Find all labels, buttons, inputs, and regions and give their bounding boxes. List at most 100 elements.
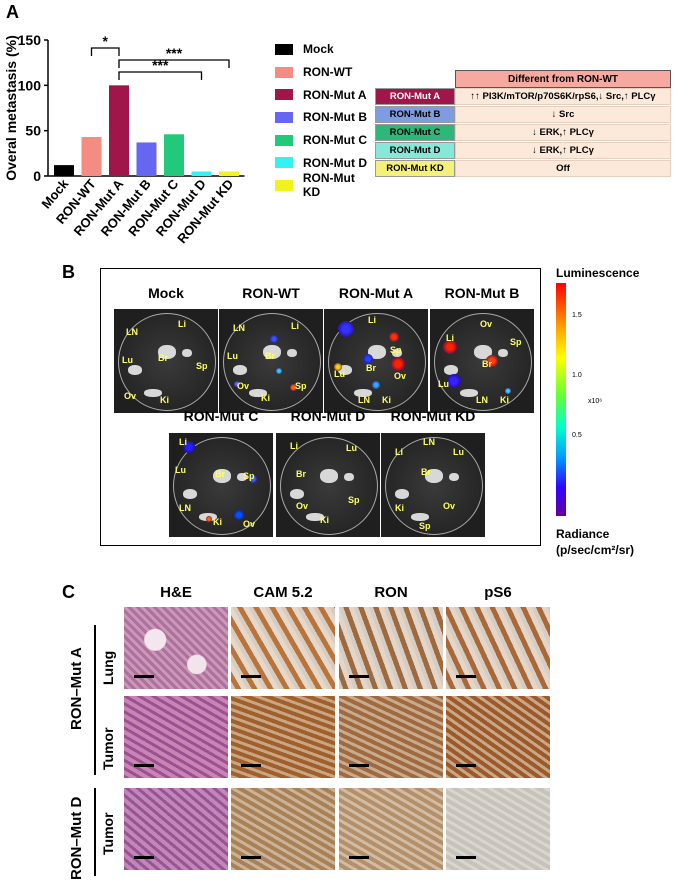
luminescence-spot (249, 475, 257, 483)
organ-label: Br (482, 359, 493, 369)
organ-label: Sp (390, 345, 402, 355)
organ-label: Sp (419, 521, 431, 531)
organ-label: Br (158, 353, 169, 363)
organ-label: Lu (438, 379, 449, 389)
histology-image (124, 607, 228, 689)
organ-label: Lu (175, 465, 186, 475)
organ-label: Br (265, 351, 276, 361)
column-title: H&E (160, 584, 192, 601)
luminescence-spot (447, 374, 461, 388)
table-header: Different from RON-WT (455, 70, 671, 88)
bar-ron-wt (81, 137, 102, 176)
table-row-value: ↓ ERK,↑ PLCγ (455, 142, 671, 159)
histology-image (446, 788, 550, 870)
organ-tissue (213, 469, 231, 483)
organ-tissue (338, 365, 352, 375)
petri-plate (223, 313, 321, 411)
organ-label: Ov (394, 371, 407, 381)
organ-tissue (449, 473, 459, 481)
legend-swatch (275, 43, 293, 55)
table-row-value: ↓ ERK,↑ PLCγ (455, 124, 671, 141)
bar-ron-mut-kd (219, 171, 239, 176)
radiance-colorbar (556, 283, 566, 516)
histology-image (124, 788, 228, 870)
histology-image (339, 788, 443, 870)
petri-plate (280, 437, 378, 535)
organ-tissue (498, 349, 508, 357)
legend-label: RON-Mut C (303, 133, 367, 148)
table-row-value: ↑↑ PI3K/mTOR/p70S6K/rpS6,↓ Src,↑ PLCγ (455, 88, 671, 105)
table-row: RON-Mut D ↓ ERK,↑ PLCγ (375, 142, 671, 160)
dish-title: RON-Mut B (444, 285, 520, 301)
imaging-dish: LN Li Lu Br Ki Ov Sp (381, 433, 485, 537)
significance-bracket (118, 71, 203, 80)
group-bracket-d (94, 788, 96, 876)
organ-tissue (144, 389, 162, 397)
organ-label: Sp (295, 381, 307, 391)
organ-label: Sp (510, 337, 522, 347)
luminescence-spot (363, 354, 373, 364)
organ-label: Ov (237, 381, 250, 391)
organ-label: Li (395, 447, 403, 457)
luminescence-spot (334, 363, 342, 371)
organ-tissue (263, 345, 281, 359)
luminescence-spot (505, 388, 511, 394)
organ-label: Br (366, 363, 377, 373)
histology-image (339, 607, 443, 689)
organ-label: Li (178, 319, 186, 329)
luminescence-spot (391, 357, 405, 371)
petri-plate (118, 313, 216, 411)
organ-label: Li (368, 315, 376, 325)
row-label-tumor-d: Tumor (100, 812, 116, 855)
colorbar-multiplier: x10⁶ (588, 398, 603, 405)
organ-label: Li (291, 321, 299, 331)
column-title: pS6 (484, 584, 512, 601)
organ-tissue (444, 365, 458, 375)
bar-mock (54, 165, 74, 176)
significance-bracket (118, 59, 230, 68)
legend-entry: RON-Mut A (275, 83, 375, 106)
colorbar-title: Luminescence (556, 266, 640, 280)
legend-label: Mock (303, 42, 334, 57)
scale-bar (241, 856, 261, 859)
table-row-label: RON-Mut B (375, 106, 455, 123)
imaging-dish: Li Lu Br Sp Ov Ki (276, 433, 380, 537)
scale-bar (456, 764, 476, 767)
dish-title: RON-Mut D (290, 408, 366, 424)
legend-swatch (275, 157, 293, 169)
bar-ron-mut-d (191, 171, 212, 176)
luminescence-spot (338, 321, 354, 337)
organ-label: LN (476, 395, 488, 405)
organ-label: Ki (213, 517, 222, 527)
scale-bar (134, 764, 154, 767)
organ-tissue (344, 473, 354, 481)
panel-label-a: A (6, 2, 19, 22)
dish-title: RON-Mut C (183, 408, 259, 424)
luminescence-spot (276, 368, 282, 374)
organ-tissue (183, 489, 197, 499)
bar-ron-mut-b (136, 142, 157, 176)
luminescence-spot (443, 340, 457, 354)
colorbar-label-1: Radiance (556, 527, 610, 541)
luminescence-spot (206, 516, 212, 522)
legend-swatch (275, 179, 293, 191)
imaging-dish: LN Li Lu Br Ov Sp Ki (219, 309, 323, 413)
dish-title: RON-WT (242, 285, 300, 301)
organ-tissue (158, 345, 176, 359)
organ-tissue (287, 349, 297, 357)
scale-bar (241, 675, 261, 678)
colorbar-tick-label: 1.5 (572, 312, 582, 319)
organ-label: Li (446, 333, 454, 343)
scale-bar (456, 675, 476, 678)
organ-label: Sp (348, 495, 360, 505)
organ-label: Br (215, 469, 226, 479)
scale-bar (134, 675, 154, 678)
organ-tissue (425, 469, 443, 483)
scale-bar (349, 856, 369, 859)
organ-label: Li (290, 441, 298, 451)
legend-label: RON-Mut KD (302, 171, 355, 200)
imaging-panel (100, 268, 541, 546)
organ-label: Ki (382, 395, 391, 405)
table-row: RON-Mut KD Off (375, 160, 671, 178)
